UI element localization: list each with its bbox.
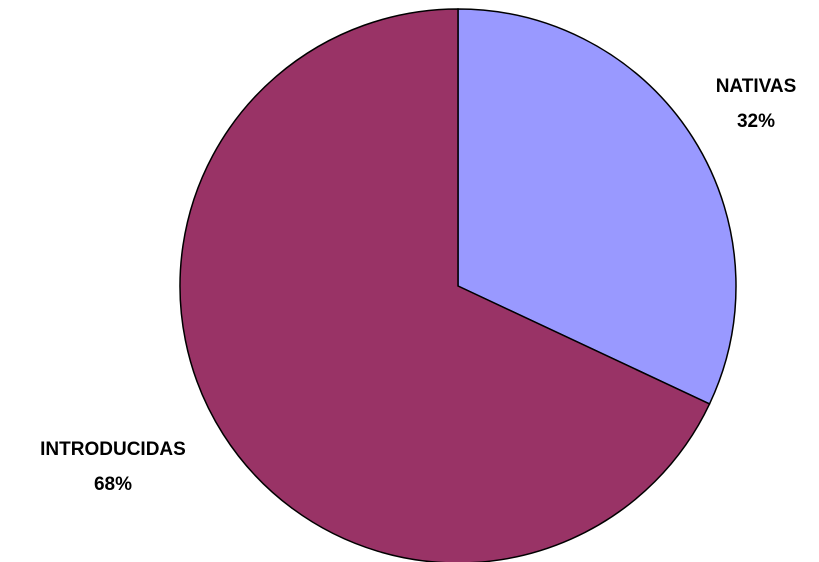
pie-slice-nativas	[457, 8, 737, 405]
slice-label-nativas: NATIVAS	[716, 76, 797, 97]
pie-slices	[179, 8, 737, 562]
slice-value-nativas: 32%	[737, 111, 775, 132]
slice-label-introducidas: INTRODUCIDAS	[40, 439, 186, 460]
slice-value-introducidas: 68%	[94, 474, 132, 495]
pie-slice-introducidas	[179, 8, 711, 562]
pie-labels: NATIVAS 32% INTRODUCIDAS 68%	[40, 76, 796, 495]
